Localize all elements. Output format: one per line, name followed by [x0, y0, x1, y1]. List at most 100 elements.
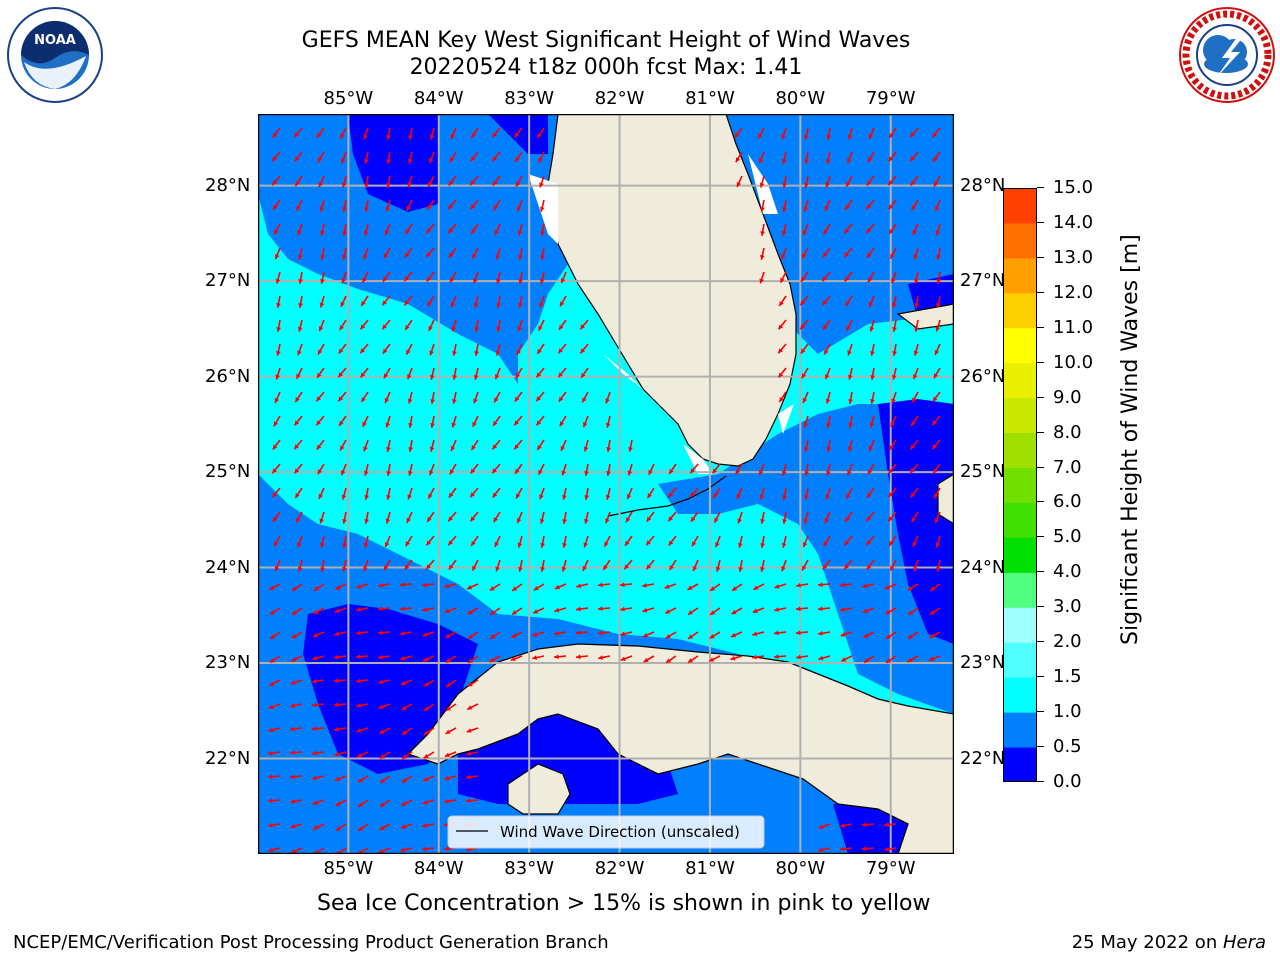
- wind-arrow: [892, 343, 898, 356]
- wind-arrow: [777, 319, 787, 330]
- wind-arrow: [847, 367, 853, 380]
- footer-date: 25 May 2022 on Hera: [1072, 932, 1266, 953]
- wind-arrow: [469, 511, 479, 522]
- colorbar-tick: [1037, 466, 1044, 468]
- colorbar-segment: [1003, 257, 1037, 294]
- wind-arrow: [399, 582, 413, 588]
- wind-arrow: [342, 199, 347, 212]
- wind-arrow: [774, 607, 787, 612]
- wind-arrow: [386, 127, 391, 140]
- wind-arrow: [715, 559, 721, 572]
- wind-arrow: [709, 631, 721, 640]
- wind-arrow: [667, 487, 677, 498]
- wind-arrow: [334, 726, 347, 732]
- wind-arrow: [843, 535, 853, 546]
- wind-arrow: [883, 822, 897, 828]
- wind-arrow: [866, 487, 875, 499]
- wind-arrow: [582, 415, 589, 428]
- wind-arrow: [603, 535, 611, 548]
- wind-arrow: [334, 607, 347, 613]
- wind-arrow: [892, 319, 897, 332]
- wind-arrow: [383, 559, 391, 571]
- colorbar-segment: [1003, 222, 1037, 259]
- wind-arrow: [597, 630, 611, 636]
- wind-arrow: [268, 847, 281, 853]
- wind-arrow: [334, 583, 347, 591]
- wind-arrow: [779, 271, 787, 284]
- wind-arrow: [386, 151, 392, 164]
- wind-arrow: [844, 271, 853, 282]
- wind-arrow: [400, 655, 413, 661]
- wind-arrow: [267, 798, 281, 804]
- wind-arrow: [513, 127, 523, 138]
- lat-tick-label-left: 23°N: [205, 652, 251, 674]
- wind-arrow: [271, 487, 281, 498]
- wind-arrow: [295, 199, 303, 212]
- wind-arrow: [297, 343, 303, 356]
- wind-arrow: [931, 415, 941, 426]
- wind-arrow: [363, 535, 369, 548]
- lat-tick-label-right: 28°N: [960, 174, 1006, 196]
- colorbar-segment: [1003, 572, 1037, 608]
- wind-arrow: [425, 247, 435, 258]
- nws-logo: [1179, 7, 1275, 103]
- lon-tick-label: 82°W: [594, 858, 645, 879]
- wind-arrow: [290, 823, 303, 829]
- wind-arrow: [492, 415, 501, 427]
- wind-arrow: [384, 223, 391, 236]
- wind-arrow: [539, 487, 545, 500]
- wind-arrow: [379, 775, 391, 784]
- colorbar-tick: [1037, 256, 1044, 258]
- wind-arrow: [291, 607, 303, 616]
- wind-arrow: [400, 799, 413, 807]
- wind-arrow: [493, 199, 501, 211]
- wind-arrow: [312, 750, 325, 756]
- wind-arrow: [516, 511, 523, 524]
- wind-arrow: [272, 199, 281, 211]
- colorbar-tick-label: 15.0: [1053, 177, 1094, 198]
- wind-arrow: [561, 559, 567, 572]
- wind-arrow: [444, 607, 457, 614]
- wind-arrow: [642, 607, 655, 613]
- wind-arrow: [664, 607, 677, 615]
- wind-arrow: [709, 607, 721, 616]
- wind-arrow: [597, 582, 611, 588]
- wind-arrow: [782, 511, 787, 524]
- wind-arrow: [843, 247, 853, 258]
- colorbar-tick: [1037, 187, 1044, 188]
- wind-arrow: [269, 607, 281, 616]
- wind-arrow: [843, 559, 853, 570]
- wind-arrow: [781, 535, 787, 548]
- wind-arrow: [445, 631, 457, 639]
- wind-arrow: [339, 127, 347, 139]
- wind-arrow: [492, 175, 501, 187]
- wind-arrow: [804, 439, 809, 452]
- wind-arrow: [298, 271, 303, 284]
- wind-arrow: [840, 823, 853, 828]
- wind-arrow: [536, 343, 545, 355]
- wind-arrow: [496, 271, 501, 284]
- wind-arrow: [887, 199, 897, 210]
- wind-arrow: [342, 559, 347, 572]
- wind-arrow: [584, 511, 589, 524]
- wind-arrow: [297, 247, 303, 260]
- wind-arrow: [914, 319, 919, 332]
- wind-arrow: [557, 367, 567, 378]
- lat-tick-label-left: 28°N: [205, 174, 251, 196]
- wind-arrow: [932, 463, 941, 475]
- wind-arrow: [912, 535, 919, 548]
- wind-arrow: [406, 367, 413, 380]
- colorbar-tick-label: 6.0: [1053, 491, 1082, 513]
- wind-arrow: [796, 582, 809, 588]
- wind-arrow: [357, 799, 369, 808]
- wind-arrow: [313, 583, 325, 592]
- wind-arrow: [426, 295, 435, 307]
- wind-arrow: [822, 223, 831, 235]
- wind-arrow: [338, 343, 347, 355]
- wind-arrow: [557, 343, 567, 354]
- wind-arrow: [268, 703, 281, 710]
- wind-arrow: [713, 511, 721, 524]
- wind-arrow: [628, 439, 633, 452]
- wind-arrow: [598, 655, 611, 660]
- land-bahamas: [937, 473, 954, 525]
